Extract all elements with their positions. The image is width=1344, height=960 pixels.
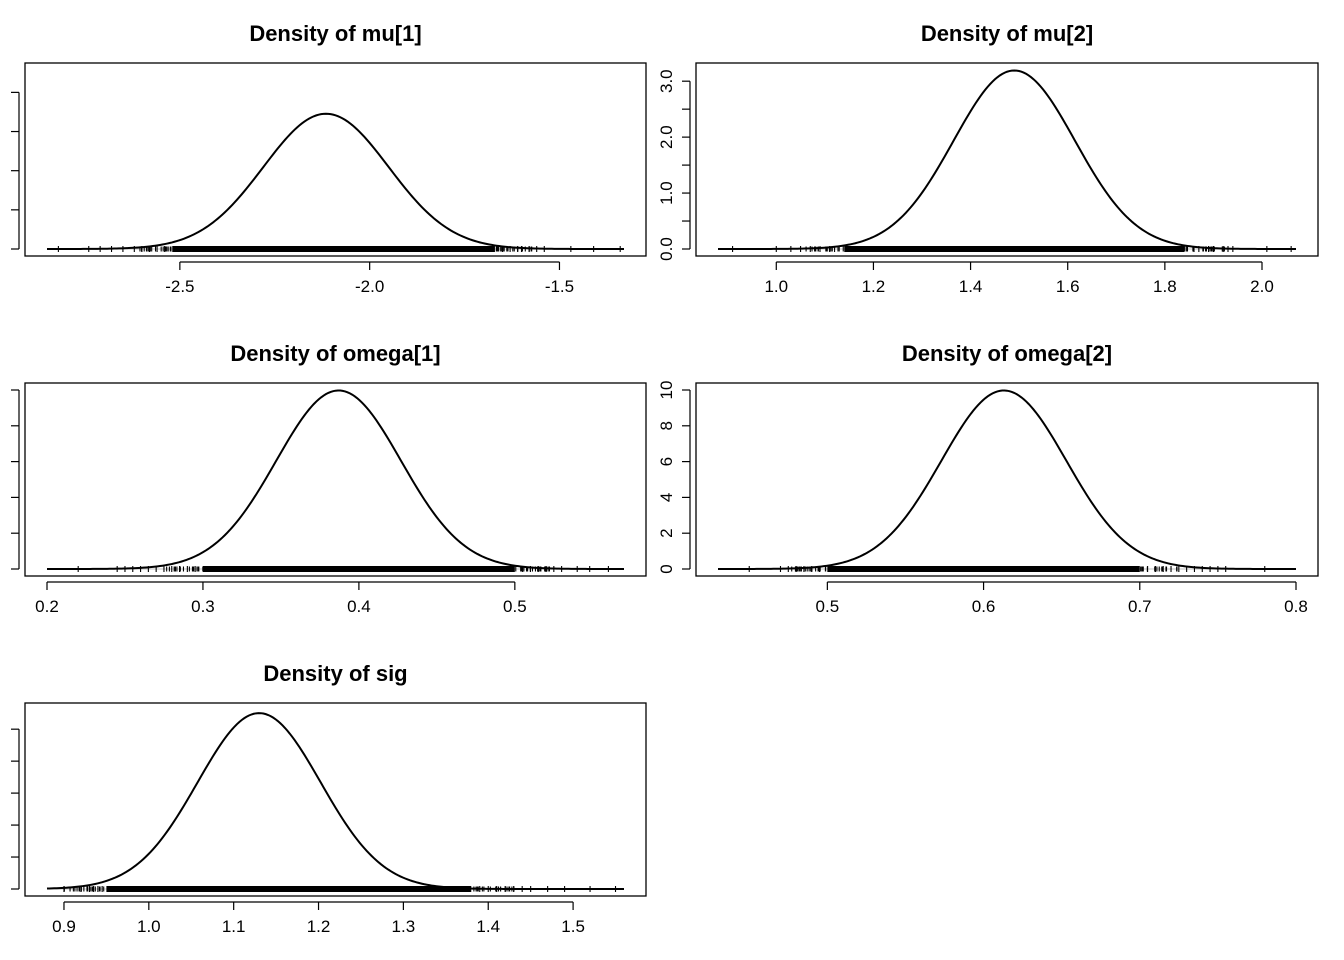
panel-title: Density of mu[1]	[249, 21, 421, 46]
y-tick-label: 4	[657, 493, 676, 502]
y-tick-label: 8	[657, 421, 676, 430]
y-tick-label: 10	[657, 381, 676, 400]
panel-title: Density of sig	[263, 661, 407, 686]
x-tick-label: 1.1	[222, 917, 246, 936]
rug-band	[827, 566, 1140, 572]
panel-title: Density of omega[1]	[230, 341, 440, 366]
rug-band	[172, 246, 495, 252]
x-tick-label: 1.0	[137, 917, 161, 936]
density-panel-3: Density of omega[1] 0.2 0.3 0.4 0.5	[11, 341, 647, 616]
x-tick-label: 0.5	[816, 597, 840, 616]
density-panel-5: Density of sig 0.9 1.0 1.1 1.2 1.3 1.4 1.5	[11, 661, 647, 936]
density-panel-4: Density of omega[2] 0.5 0.6 0.7 0.8 0 2 4 6 8 10	[657, 341, 1319, 616]
plot-frame	[24, 702, 647, 897]
rug-band	[844, 246, 1185, 252]
plot-frame	[695, 382, 1319, 577]
plot-frame	[695, 62, 1319, 257]
x-tick-label: 1.2	[307, 917, 331, 936]
x-tick-label: 0.7	[1128, 597, 1152, 616]
x-tick-label: 1.8	[1153, 277, 1177, 296]
x-tick-label: 1.3	[392, 917, 416, 936]
x-tick-label: 1.4	[476, 917, 500, 936]
rug-band	[202, 566, 515, 572]
y-tick-label: 6	[657, 457, 676, 466]
x-tick-label: 2.0	[1250, 277, 1274, 296]
panel-title: Density of omega[2]	[902, 341, 1112, 366]
density-curve	[47, 112, 624, 250]
x-tick-label: 0.8	[1284, 597, 1308, 616]
x-tick-label: 0.2	[35, 597, 59, 616]
density-curve	[46, 712, 624, 890]
density-curve	[718, 389, 1296, 570]
x-tick-label: 0.3	[191, 597, 215, 616]
x-tick-label: 1.0	[764, 277, 788, 296]
x-tick-label: 1.5	[561, 917, 585, 936]
plot-frame	[24, 382, 647, 577]
x-tick-label: -1.5	[545, 277, 574, 296]
x-tick-label: 1.4	[959, 277, 983, 296]
y-tick-label: 0.0	[657, 237, 676, 261]
plot-frame	[24, 62, 647, 257]
y-tick-label: 1.0	[657, 181, 676, 205]
y-tick-label: 0	[657, 564, 676, 573]
rug-band	[106, 886, 472, 892]
y-tick-label: 2	[657, 528, 676, 537]
density-panel-2: Density of mu[2] 1.0 1.2 1.4 1.6 1.8 2.0 0.0 1.0…	[657, 21, 1319, 296]
density-panel-1: Density of mu[1] -2.5 -2.0 -1.5	[11, 21, 647, 296]
density-curve	[47, 389, 624, 570]
x-tick-label: 1.2	[862, 277, 886, 296]
x-tick-label: -2.0	[355, 277, 384, 296]
x-tick-label: 0.6	[972, 597, 996, 616]
panel-title: Density of mu[2]	[921, 21, 1093, 46]
x-tick-label: 0.4	[347, 597, 371, 616]
y-tick-label: 3.0	[657, 69, 676, 93]
y-tick-label: 2.0	[657, 125, 676, 149]
x-tick-label: -2.5	[165, 277, 194, 296]
density-curve	[718, 69, 1296, 250]
x-tick-label: 0.5	[503, 597, 527, 616]
x-tick-label: 1.6	[1056, 277, 1080, 296]
x-tick-label: 0.9	[52, 917, 76, 936]
